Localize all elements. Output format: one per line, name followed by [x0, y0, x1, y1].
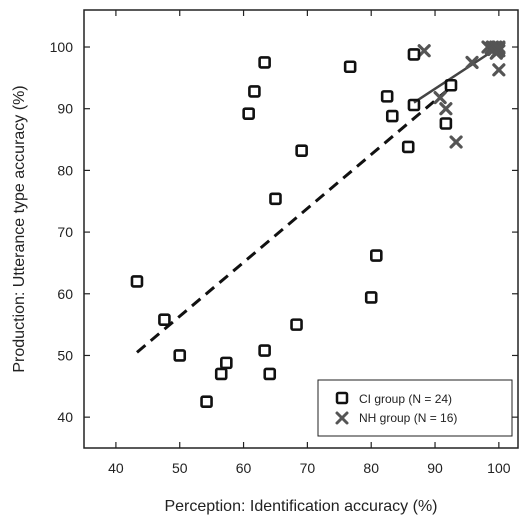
- legend: CI group (N = 24) NH group (N = 16): [317, 379, 513, 437]
- trend-lines: [136, 45, 500, 354]
- data-points: [130, 40, 506, 409]
- nh-data-point: [465, 55, 479, 70]
- legend-marker-nh-x: [335, 411, 349, 425]
- ci-data-point: [242, 107, 255, 120]
- nh-data-point: [492, 63, 506, 77]
- x-tick-label: 70: [300, 460, 316, 476]
- ci-data-point: [401, 140, 415, 154]
- y-tick-label: 50: [57, 347, 73, 363]
- x-tick-label: 90: [427, 460, 443, 476]
- nh-data-point: [492, 41, 506, 55]
- ci-data-point: [290, 318, 303, 331]
- ci-data-point: [385, 109, 399, 123]
- ci-data-point: [370, 249, 383, 262]
- ci-data-point: [444, 78, 458, 92]
- nh-data-point: [449, 135, 463, 149]
- ci-data-point: [407, 98, 421, 112]
- y-tick-label: 60: [57, 286, 73, 302]
- plot-frame: [83, 9, 519, 449]
- nh-data-point: [433, 90, 447, 105]
- ci-data-point: [130, 275, 144, 288]
- nh-trend-line: [413, 45, 500, 104]
- y-tick-label: 100: [50, 39, 74, 55]
- ci-data-point: [158, 313, 171, 326]
- ci-data-point: [439, 117, 453, 130]
- ci-data-point: [214, 367, 228, 381]
- legend-label-nh: NH group (N = 16): [359, 411, 457, 425]
- nh-data-point: [439, 102, 453, 116]
- ci-data-point: [295, 144, 308, 157]
- ci-data-point: [380, 90, 394, 103]
- ci-data-point: [364, 291, 378, 304]
- legend-label-ci: CI group (N = 24): [359, 392, 452, 406]
- nh-data-point: [417, 44, 431, 58]
- x-tick-label: 100: [487, 460, 511, 476]
- ci-data-point: [200, 395, 213, 409]
- ci-data-point: [258, 56, 271, 69]
- y-tick-label: 70: [57, 224, 73, 240]
- x-axis-title: Perception: Identification accuracy (%): [164, 498, 437, 515]
- legend-marker-ci-square: [335, 391, 349, 405]
- ci-data-point: [220, 356, 233, 370]
- ci-trend-line: [136, 85, 452, 354]
- y-tick-label: 80: [57, 162, 73, 178]
- y-axis-title: Production: Utterance type accuracy (%): [11, 85, 28, 372]
- ci-data-point: [248, 85, 261, 98]
- axis-ticks: 40 50 60 70 80 90 100 40 50 60 70 80 90 100: [50, 10, 518, 476]
- x-tick-label: 60: [236, 460, 252, 476]
- ci-data-point: [407, 48, 421, 61]
- ci-data-point: [269, 192, 282, 206]
- y-tick-label: 40: [57, 409, 73, 425]
- x-tick-label: 40: [108, 460, 124, 476]
- ci-data-point: [343, 60, 357, 74]
- y-tick-label: 90: [57, 101, 73, 117]
- x-tick-label: 80: [363, 460, 379, 476]
- ci-data-point: [173, 349, 187, 362]
- ci-data-point: [263, 367, 277, 381]
- legend-box: [317, 379, 513, 437]
- ci-data-point: [258, 344, 271, 357]
- x-tick-label: 50: [172, 460, 188, 476]
